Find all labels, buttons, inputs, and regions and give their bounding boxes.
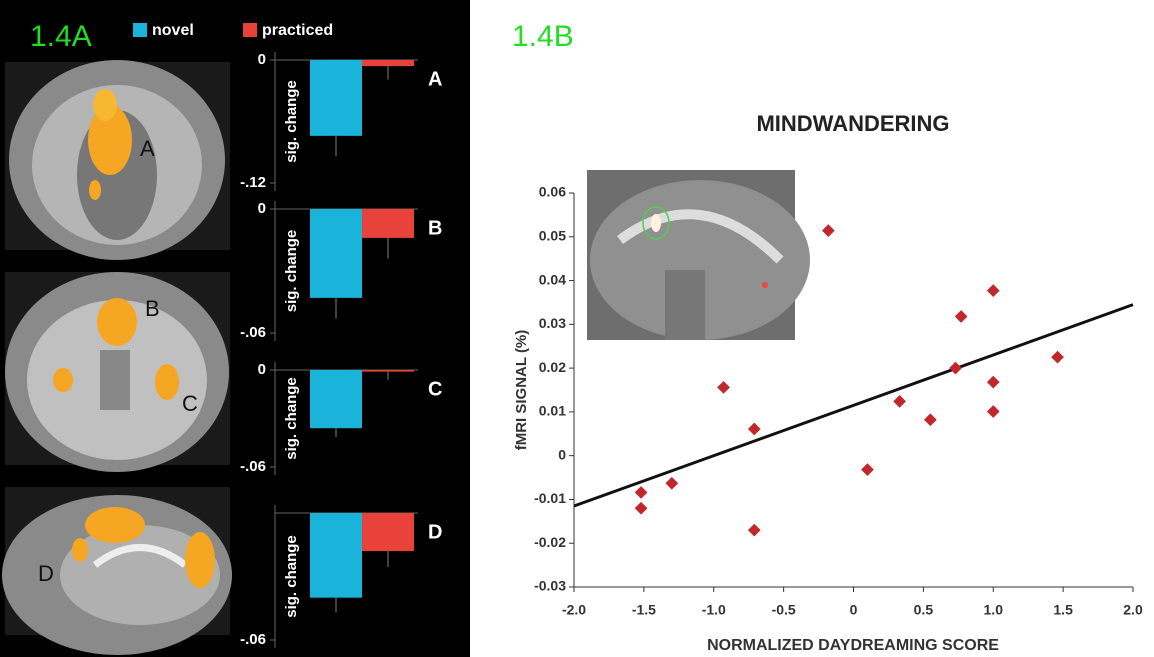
data-point [955,310,968,323]
panel-label: A [428,68,442,90]
y-axis-label: sig. change [283,230,300,313]
data-point [861,463,874,476]
y-tick-label: -0.03 [534,578,566,594]
data-point [748,524,761,537]
data-point [665,477,678,490]
x-tick-label: -1.5 [632,602,656,618]
y-tick-label: -.06 [240,458,266,475]
legend-swatch [243,23,257,37]
y-axis-label: sig. change [283,535,300,618]
y-tick-label: -0.01 [534,490,566,506]
x-tick-label: -1.0 [702,602,726,618]
y-tick-label: -.06 [240,631,266,648]
x-tick-label: 1.5 [1053,602,1073,618]
legend-label: novel [152,22,194,39]
x-tick-label: 0 [850,602,858,618]
bar [310,209,362,298]
data-point [748,423,761,436]
y-axis-label: sig. change [283,377,300,460]
y-tick-label: -0.02 [534,534,566,550]
figure-label: 1.4B [512,20,574,53]
y-tick-label: 0 [258,361,266,378]
legend-swatch [133,23,147,37]
brain-image: D [2,487,232,655]
data-point [717,381,730,394]
y-tick-label: 0 [258,200,266,217]
chart-title: MINDWANDERING [756,111,949,136]
y-tick-label: -.06 [240,324,266,341]
svg-text:B: B [145,296,160,321]
figure: A B C D 1.4A novel practiced 0 -.12 sig. chan… [0,0,1154,657]
bar [310,513,362,598]
y-tick-label: 0.01 [539,403,566,419]
data-point [822,224,835,237]
brain-image: A [5,60,230,260]
y-tick-label: 0.04 [539,271,566,287]
panel-label: C [428,378,442,400]
data-point [987,405,1000,418]
panel-label: D [428,521,442,543]
y-axis-label: fMRI SIGNAL (%) [513,330,530,451]
figure-label: 1.4A [30,20,92,53]
data-point [893,395,906,408]
bar [310,60,362,136]
bar [310,370,362,428]
bar [362,209,414,238]
y-tick-label: 0.02 [539,359,566,375]
inset-brain-image [587,170,810,340]
data-point [949,362,962,375]
data-point [635,486,648,499]
brain-image: B C [5,272,230,472]
data-point [987,284,1000,297]
y-tick-label: 0.03 [539,315,566,331]
data-point [635,502,648,515]
x-axis-label: NORMALIZED DAYDREAMING SCORE [707,637,999,654]
y-tick-label: -.12 [240,174,266,191]
bar [362,370,414,372]
x-tick-label: 1.0 [984,602,1004,618]
bar [362,513,414,551]
data-point [1051,351,1064,364]
y-tick-label: 0.05 [539,227,566,243]
x-tick-label: -2.0 [562,602,586,618]
y-tick-label: 0 [558,446,566,462]
x-tick-label: 0.5 [914,602,934,618]
y-axis-label: sig. change [283,80,300,163]
y-tick-label: 0.06 [539,184,566,200]
y-tick-label: 0 [258,51,266,68]
svg-text:A: A [140,136,155,161]
x-tick-label: -0.5 [772,602,796,618]
legend-label: practiced [262,22,333,39]
data-point [987,376,1000,389]
svg-text:C: C [182,391,198,416]
svg-text:D: D [38,561,54,586]
bar [362,60,414,66]
data-point [924,413,937,426]
panel-label: B [428,217,442,239]
x-tick-label: 2.0 [1123,602,1143,618]
